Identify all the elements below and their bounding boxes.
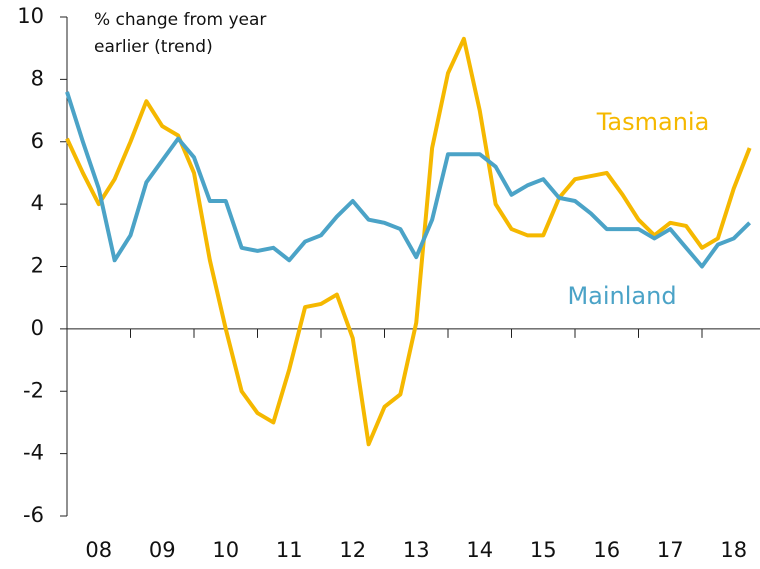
x-tick-label: 09 bbox=[149, 538, 176, 562]
x-tick-label: 12 bbox=[339, 538, 366, 562]
x-tick-label: 14 bbox=[466, 538, 493, 562]
y-axis-label: % change from year bbox=[94, 10, 266, 30]
series-label: Mainland bbox=[567, 282, 676, 310]
y-tick-label: 6 bbox=[31, 129, 44, 153]
series-line bbox=[65, 91, 752, 269]
x-tick-label: 17 bbox=[657, 538, 684, 562]
y-tick-label: 8 bbox=[31, 66, 44, 90]
x-tick-label: 08 bbox=[85, 538, 112, 562]
y-tick-label: -6 bbox=[23, 503, 44, 527]
series-label: Tasmania bbox=[596, 108, 710, 136]
y-tick-label: 2 bbox=[31, 254, 44, 278]
y-tick-label: 4 bbox=[31, 191, 44, 215]
x-tick-label: 11 bbox=[276, 538, 303, 562]
y-tick-label: -2 bbox=[23, 378, 44, 402]
x-tick-label: 10 bbox=[212, 538, 239, 562]
x-tick-label: 16 bbox=[593, 538, 620, 562]
x-tick-label: 18 bbox=[720, 538, 747, 562]
y-tick-label: 0 bbox=[31, 316, 44, 340]
x-tick-label: 13 bbox=[403, 538, 430, 562]
y-tick-label: -4 bbox=[23, 441, 44, 465]
y-axis-label: earlier (trend) bbox=[94, 37, 213, 57]
y-tick-label: 10 bbox=[17, 4, 44, 28]
x-tick-label: 15 bbox=[530, 538, 557, 562]
